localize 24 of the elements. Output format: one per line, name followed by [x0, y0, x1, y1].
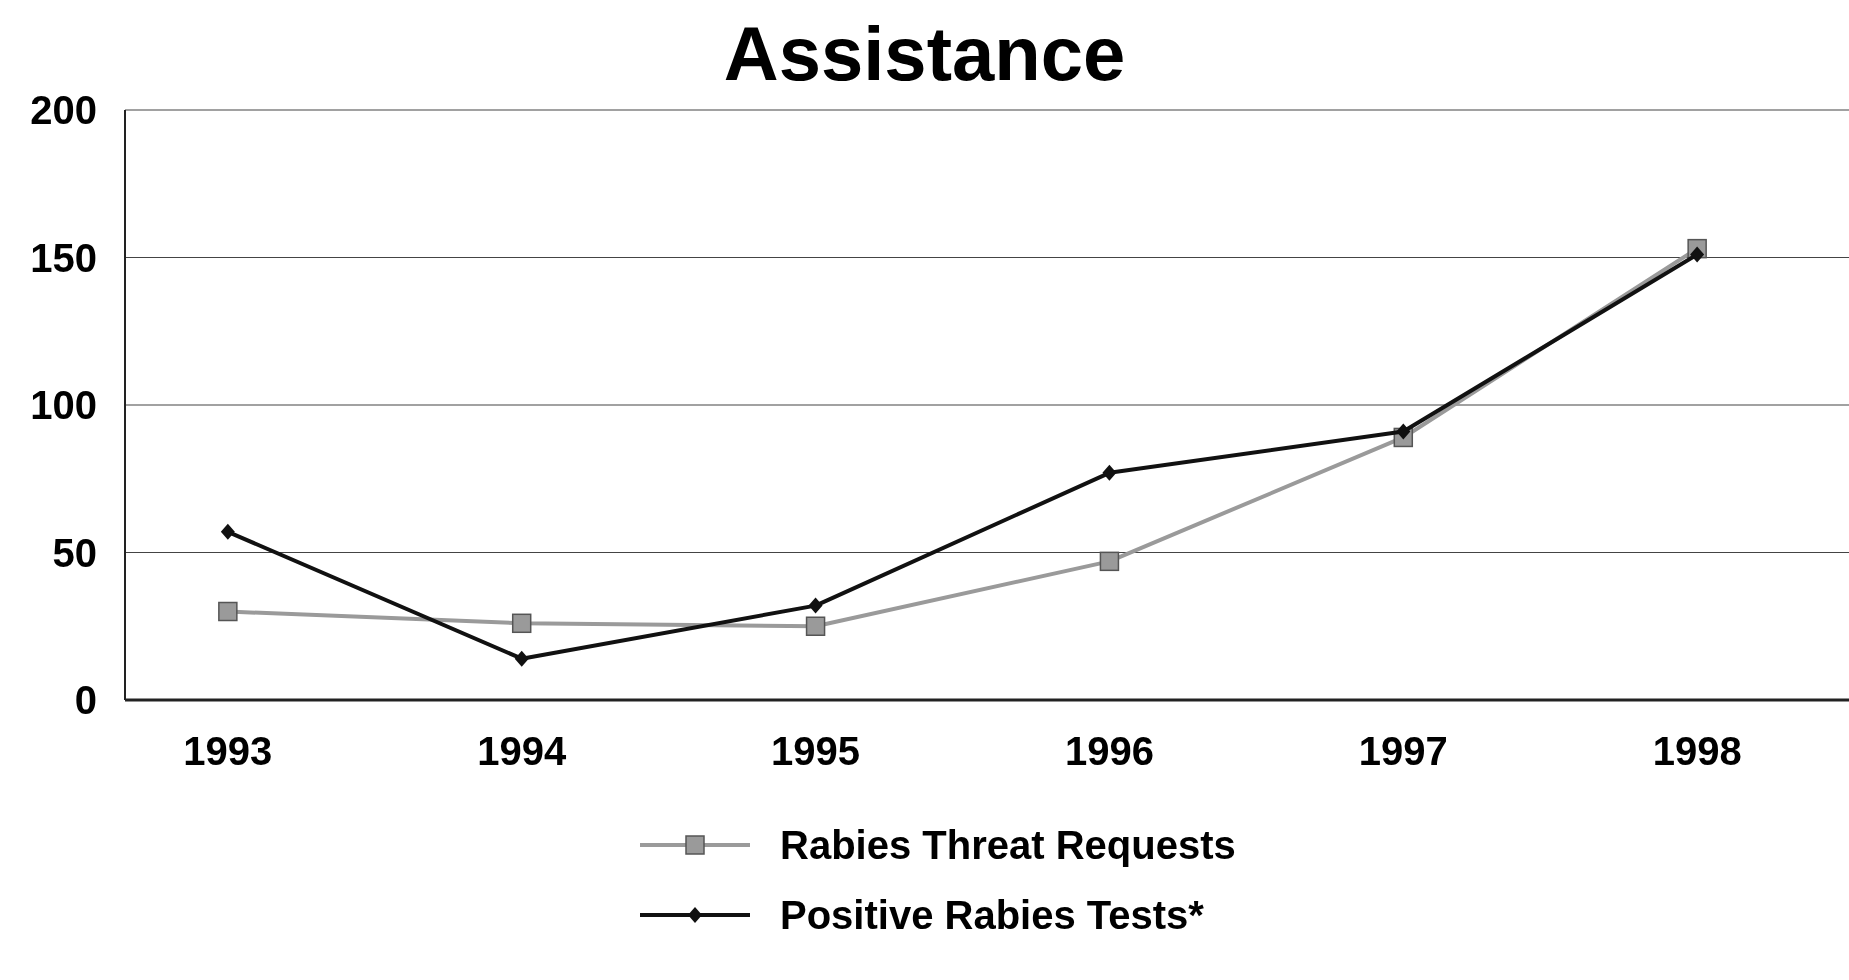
- y-tick-label: 200: [30, 88, 97, 132]
- point: [514, 650, 529, 667]
- x-tick-label: 1998: [1652, 729, 1742, 773]
- point: [511, 613, 532, 634]
- point: [218, 601, 238, 622]
- point: [805, 616, 826, 636]
- legend-label: Rabies Threat Requests: [780, 823, 1236, 867]
- point: [808, 597, 823, 614]
- chart-title: Assistance: [723, 11, 1126, 96]
- legend-label: Positive Rabies Tests*: [780, 893, 1205, 937]
- point: [1690, 246, 1705, 263]
- x-tick-label: 1995: [771, 729, 861, 773]
- point: [1396, 423, 1411, 440]
- point: [1099, 551, 1120, 572]
- x-tick-label: 1997: [1358, 729, 1448, 773]
- y-tick-label: 0: [74, 678, 97, 722]
- x-tick-label: 1994: [477, 729, 567, 773]
- point: [220, 523, 235, 540]
- y-tick-label: 100: [30, 383, 97, 427]
- y-tick-label: 50: [52, 530, 97, 575]
- x-tick-label: 1993: [183, 729, 273, 773]
- y-tick-label: 150: [30, 235, 97, 280]
- x-tick-label: 1996: [1064, 729, 1154, 773]
- point: [1102, 464, 1117, 481]
